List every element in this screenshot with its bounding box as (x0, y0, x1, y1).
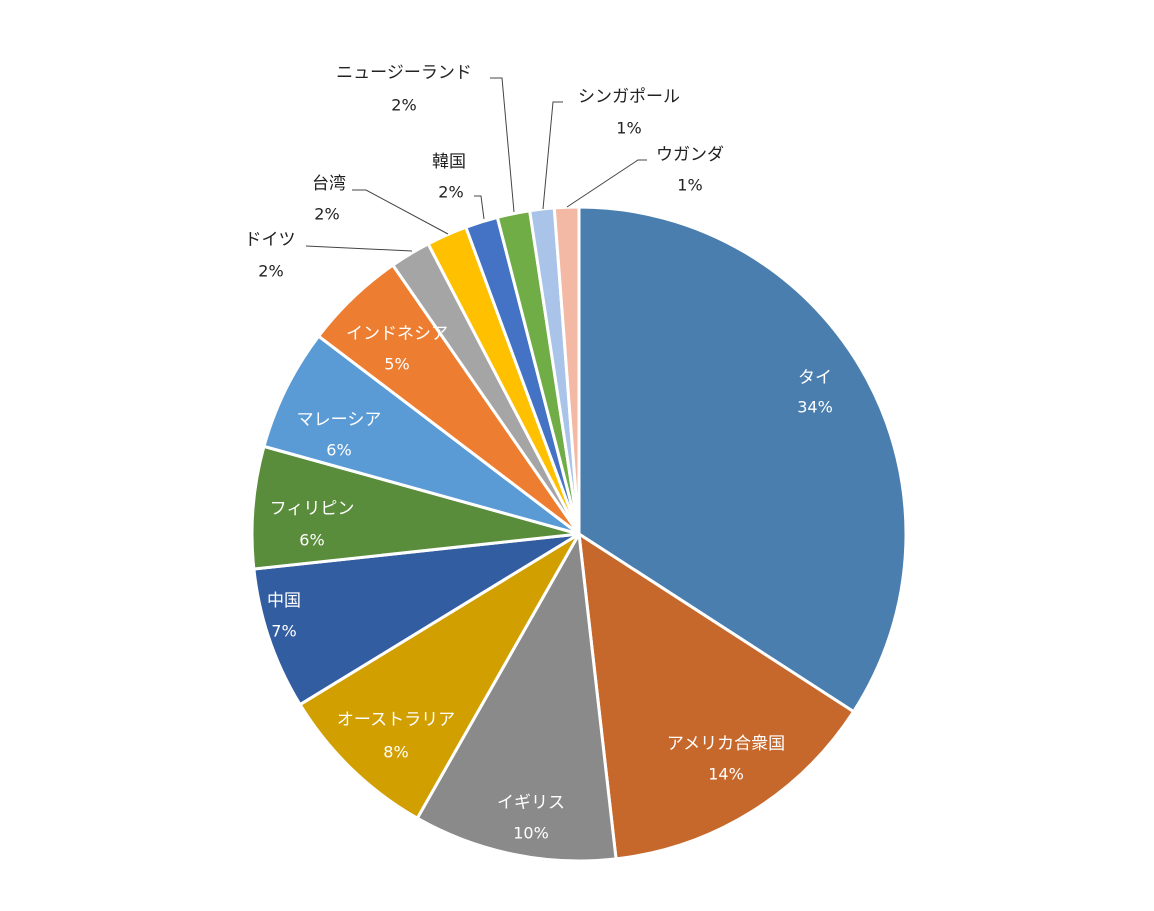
slice-label-value-10: 2% (438, 183, 463, 202)
slice-label-value-3: 8% (383, 743, 408, 762)
slice-label-name-1: アメリカ合衆国 (667, 734, 785, 754)
slice-label-name-11: ニュージーランド (336, 63, 472, 83)
slice-label-name-5: フィリピン (270, 499, 355, 519)
slice-label-value-2: 10% (513, 824, 549, 843)
slice-label-name-2: イギリス (497, 793, 565, 813)
slice-label-value-1: 14% (708, 765, 744, 784)
pie-slices (250, 205, 908, 863)
slice-label-value-5: 6% (299, 531, 324, 550)
slice-label-name-10: 韓国 (432, 152, 466, 172)
slice-label-name-0: タイ (798, 368, 832, 388)
slice-label-name-3: オーストラリア (337, 710, 455, 730)
slice-label-value-8: 2% (258, 262, 283, 281)
slice-label-name-6: マレーシア (297, 410, 382, 430)
slice-labels: タイ 34% アメリカ合衆国 14% イギリス 10% オーストラリア 8% 中国 7% フィリピン… (245, 63, 833, 843)
slice-label-value-0: 34% (797, 398, 833, 417)
pie-slice-6 (262, 334, 581, 536)
leader-lines (305, 77, 647, 252)
slice-label-name-12: シンガポール (578, 87, 680, 107)
leader-line-13 (566, 159, 647, 208)
pie-slice-3 (298, 532, 581, 820)
slice-label-name-13: ウガンダ (656, 145, 724, 165)
pie-slice-1 (577, 532, 856, 861)
leader-line-9 (352, 189, 449, 235)
slice-label-value-7: 5% (384, 355, 409, 374)
slice-label-value-6: 6% (326, 441, 351, 460)
slice-label-name-7: インドネシア (346, 324, 448, 344)
pie-slice-4 (252, 532, 581, 707)
pie-slice-2 (415, 532, 618, 863)
leader-line-11 (490, 77, 515, 213)
slice-label-name-9: 台湾 (312, 174, 346, 194)
slice-label-value-4: 7% (271, 622, 296, 641)
slice-label-value-11: 2% (391, 96, 416, 115)
slice-label-value-12: 1% (616, 119, 641, 138)
pie-slice-13 (552, 205, 581, 536)
slice-label-value-9: 2% (314, 205, 339, 224)
leader-line-10 (474, 195, 485, 220)
leader-line-8 (305, 245, 413, 252)
slice-label-name-8: ドイツ (245, 230, 296, 250)
slice-label-value-13: 1% (677, 176, 702, 195)
pie-slice-5 (250, 444, 581, 571)
leader-line-12 (542, 101, 563, 210)
slice-label-name-4: 中国 (267, 591, 301, 611)
